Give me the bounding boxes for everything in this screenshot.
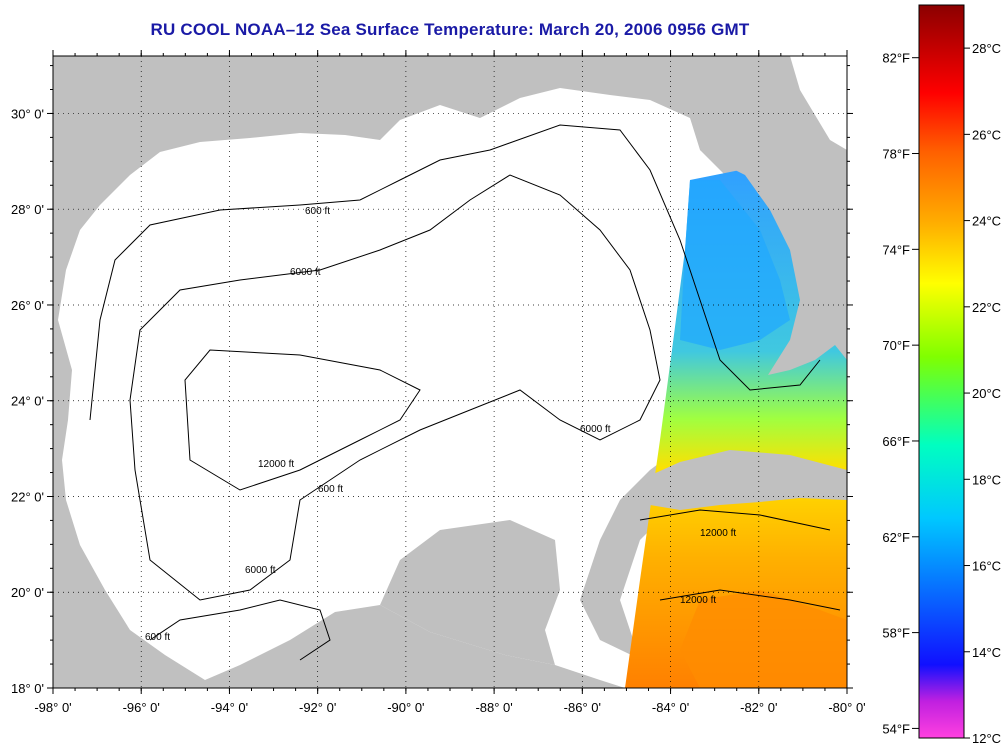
lat-label: 18° 0'	[11, 681, 44, 696]
sst-swath	[625, 170, 847, 688]
contour-label: 12000 ft	[700, 528, 736, 539]
contour-cuba	[639, 509, 841, 611]
contour-label: 6000 ft	[290, 267, 321, 278]
lon-label: -98° 0'	[34, 700, 71, 715]
lat-label: 20° 0'	[11, 585, 44, 600]
lon-label: -96° 0'	[123, 700, 160, 715]
celsius-label: 26°C	[972, 127, 1001, 142]
lon-label: -84° 0'	[652, 700, 689, 715]
lon-label: -80° 0'	[828, 700, 865, 715]
celsius-label: 20°C	[972, 386, 1001, 401]
gulf-water	[58, 88, 820, 688]
map-title: RU COOL NOAA–12 Sea Surface Temperature:…	[150, 20, 750, 39]
colorbar	[918, 4, 965, 739]
contour-label: 600 ft	[318, 484, 343, 495]
sst-warm-patch	[680, 590, 847, 688]
graticule	[47, 50, 853, 694]
contour-600ft-south	[149, 599, 331, 661]
contour-label: 6000 ft	[580, 424, 611, 435]
fahrenheit-label: 66°F	[882, 434, 910, 449]
lat-label: 24° 0'	[11, 394, 44, 409]
celsius-labels: 28°C 26°C 24°C 22°C 20°C 18°C 16°C 14°C 12°C	[964, 41, 1001, 746]
lon-label: -82° 0'	[740, 700, 777, 715]
contour-6000ft	[129, 174, 661, 601]
lat-label: 30° 0'	[11, 106, 44, 121]
fahrenheit-labels: 82°F 78°F 74°F 70°F 66°F 62°F 58°F 54°F	[882, 51, 919, 736]
lon-label: -94° 0'	[211, 700, 248, 715]
lat-label: 28° 0'	[11, 202, 44, 217]
longitude-labels: -98° 0' -96° 0' -94° 0' -92° 0' -90° 0' -88° …	[34, 700, 865, 715]
fahrenheit-label: 82°F	[882, 51, 910, 66]
celsius-label: 14°C	[972, 645, 1001, 660]
lat-label: 26° 0'	[11, 298, 44, 313]
celsius-label: 12°C	[972, 731, 1001, 746]
celsius-label: 22°C	[972, 300, 1001, 315]
fahrenheit-label: 62°F	[882, 530, 910, 545]
fahrenheit-label: 78°F	[882, 147, 910, 162]
lat-label: 22° 0'	[11, 489, 44, 504]
lon-label: -92° 0'	[299, 700, 336, 715]
latitude-labels: 18° 0' 20° 0' 22° 0' 24° 0' 26° 0' 28° 0' 30° …	[11, 106, 44, 696]
contour-label: 12000 ft	[258, 459, 294, 470]
fahrenheit-label: 54°F	[882, 721, 910, 736]
contour-12000ft	[184, 349, 421, 491]
lon-label: -88° 0'	[475, 700, 512, 715]
yucatan-land	[380, 520, 560, 665]
contour-label: 600 ft	[145, 632, 170, 643]
celsius-label: 16°C	[972, 559, 1001, 574]
lon-label: -86° 0'	[564, 700, 601, 715]
lon-label: -90° 0'	[387, 700, 424, 715]
sst-cool-shelf	[680, 180, 790, 350]
celsius-label: 18°C	[972, 472, 1001, 487]
florida-land	[700, 95, 840, 375]
cuba-land	[640, 450, 847, 510]
fahrenheit-label: 58°F	[882, 626, 910, 641]
contour-600ft	[89, 124, 821, 421]
celsius-label: 24°C	[972, 214, 1001, 229]
fahrenheit-label: 70°F	[882, 338, 910, 353]
fahrenheit-label: 74°F	[882, 242, 910, 257]
contour-label: 6000 ft	[245, 565, 276, 576]
contour-label: 12000 ft	[680, 595, 716, 606]
celsius-label: 28°C	[972, 41, 1001, 56]
atlantic-water	[790, 56, 847, 150]
